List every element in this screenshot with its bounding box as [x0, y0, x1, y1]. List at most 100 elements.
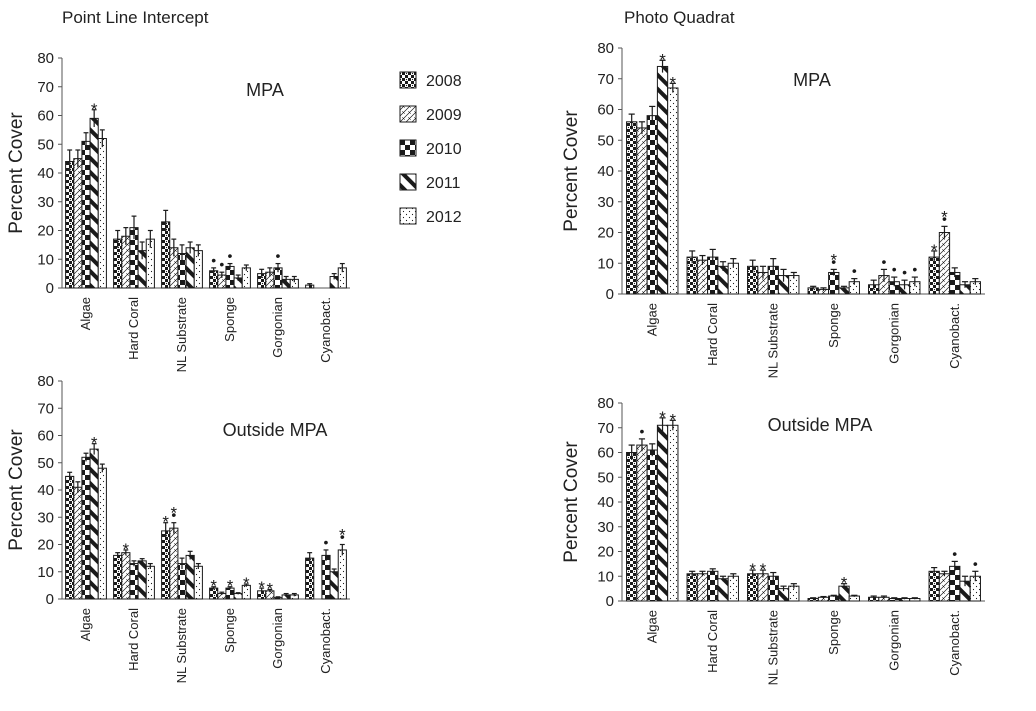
y-tick-label: 0: [46, 591, 54, 608]
y-tick-label: 40: [597, 163, 614, 180]
bar-cyanobact-2010: [949, 565, 961, 602]
category-label-gorgonian: Gorgonian: [886, 303, 901, 364]
bar-algae-2009: [636, 127, 648, 295]
legend-item-2011: 2011: [399, 173, 461, 192]
bar-algae-2011: [656, 65, 669, 295]
category-label-hard-coral: Hard Coral: [705, 303, 720, 366]
bar-hard-coral-2012: [727, 575, 739, 602]
significance-asterisk: *: [659, 408, 666, 427]
y-tick-label: 60: [597, 445, 614, 462]
bar-algae-2012: [97, 138, 107, 289]
y-tick-label: 10: [597, 255, 614, 272]
bar-algae-2008: [65, 161, 75, 289]
y-tick-label: 80: [37, 50, 54, 67]
chart-title: MPA: [793, 70, 831, 90]
y-tick-label: 70: [37, 400, 54, 417]
y-axis-label: Percent Cover: [6, 112, 27, 234]
bar-algae-2010: [646, 115, 658, 295]
chart-title: Outside MPA: [223, 420, 328, 440]
category-label-gorgonian: Gorgonian: [270, 297, 285, 358]
legend-label: 2012: [426, 209, 462, 226]
significance-asterisk: *: [162, 513, 169, 532]
category-label-cyanobact: Cyanobact.: [947, 610, 962, 676]
significance-dot: •: [340, 529, 345, 545]
chart-title: MPA: [246, 80, 284, 100]
bar-hard-coral-2008: [113, 554, 123, 600]
y-tick-label: 60: [597, 102, 614, 119]
bar-hard-coral-2008: [686, 573, 698, 602]
significance-asterisk: *: [243, 574, 250, 593]
legend: 2008 2009 2010 2011 2012: [399, 71, 462, 226]
panel-title-photo-quadrat: Photo Quadrat: [624, 8, 735, 27]
legend-item-2009: 2009: [399, 105, 462, 124]
bar-cyanobact-2008: [928, 570, 940, 602]
category-label-algae: Algae: [644, 303, 659, 336]
category-label-cyanobact: Cyanobact.: [318, 608, 333, 674]
legend-label: 2009: [426, 107, 462, 124]
category-label-hard-coral: Hard Coral: [126, 297, 141, 360]
legend-item-2008: 2008: [399, 71, 462, 90]
bar-algae-2008: [626, 452, 638, 602]
significance-asterisk: *: [931, 241, 938, 260]
chart-panel-2: 0 10 20 30 40 50 60 70 80 Percent Cover MPA Algae Ha…: [561, 40, 985, 378]
significance-dot: •: [852, 263, 857, 279]
legend-label: 2011: [426, 175, 461, 192]
legend-item-2010: 2010: [399, 139, 462, 158]
y-tick-label: 10: [597, 568, 614, 585]
y-tick-label: 40: [37, 165, 54, 182]
bar-algae-2008: [65, 475, 75, 600]
significance-dot: •: [228, 248, 233, 264]
category-label-sponge: Sponge: [826, 610, 841, 655]
bar-nl-substrate-2011: [185, 554, 195, 600]
category-label-nl-substrate: NL Substrate: [765, 610, 780, 685]
category-label-hard-coral: Hard Coral: [126, 608, 141, 671]
bar-algae-2010: [81, 456, 91, 600]
y-tick-label: 20: [37, 223, 54, 240]
bar-hard-coral-2009: [696, 573, 709, 602]
y-tick-label: 0: [606, 593, 614, 610]
chart-panel-4: 0 10 20 30 40 50 60 70 80 Percent Cover Outside MP…: [561, 395, 985, 685]
bar-hard-coral-2009: [696, 259, 709, 295]
bar-hard-coral-2010: [707, 570, 719, 602]
category-label-hard-coral: Hard Coral: [705, 610, 720, 673]
bar-sponge-2010: [225, 265, 235, 289]
y-axis-label: Percent Cover: [561, 441, 582, 563]
significance-asterisk: *: [841, 574, 848, 593]
bar-hard-coral-2010: [129, 563, 139, 600]
legend-swatch: [399, 173, 417, 191]
significance-dot: •: [211, 252, 216, 268]
significance-asterisk: *: [760, 560, 767, 579]
category-label-gorgonian: Gorgonian: [270, 608, 285, 669]
y-tick-label: 10: [37, 251, 54, 268]
significance-dot: •: [171, 507, 176, 523]
y-tick-label: 80: [37, 373, 54, 390]
legend-swatch: [399, 105, 417, 123]
bar-nl-substrate-2009: [169, 527, 179, 600]
significance-dot: •: [276, 248, 281, 264]
y-tick-label: 10: [37, 564, 54, 581]
significance-asterisk: *: [830, 250, 837, 269]
bar-cyanobact-2008: [305, 557, 315, 600]
bar-algae-2010: [81, 140, 91, 289]
significance-asterisk: *: [227, 577, 234, 596]
category-label-nl-substrate: NL Substrate: [765, 303, 780, 378]
category-label-algae: Algae: [78, 608, 93, 641]
bar-nl-substrate-2012: [193, 565, 203, 600]
category-label-gorgonian: Gorgonian: [886, 610, 901, 671]
y-axis-label: Percent Cover: [561, 110, 582, 232]
significance-dot: •: [831, 253, 836, 269]
y-tick-label: 50: [37, 136, 54, 153]
y-tick-label: 80: [597, 40, 614, 57]
panel-title-point-line-intercept: Point Line Intercept: [62, 8, 209, 27]
category-label-sponge: Sponge: [826, 303, 841, 348]
significance-dot: •: [882, 253, 887, 269]
category-label-cyanobact: Cyanobact.: [947, 303, 962, 369]
y-tick-label: 60: [37, 428, 54, 445]
bar-algae-2009: [73, 486, 83, 600]
category-label-nl-substrate: NL Substrate: [174, 608, 189, 683]
category-label-nl-substrate: NL Substrate: [174, 297, 189, 372]
bar-algae-2011: [89, 448, 99, 600]
y-tick-label: 30: [37, 194, 54, 211]
bar-hard-coral-2011: [717, 578, 729, 602]
y-tick-label: 0: [606, 286, 614, 303]
